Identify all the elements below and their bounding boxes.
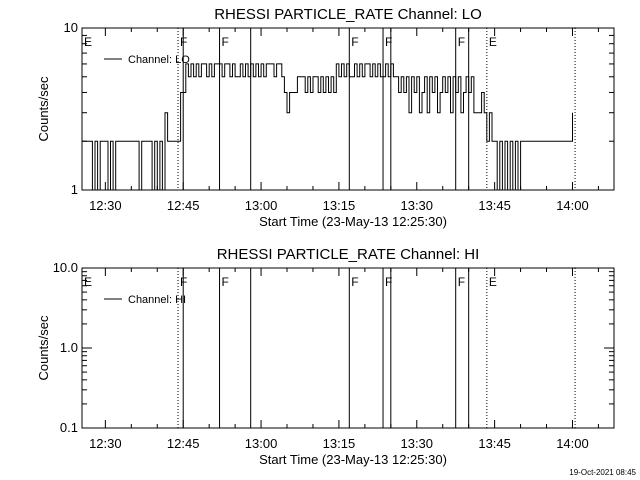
y-tick-label: 10.0	[53, 260, 78, 275]
x-tick-label: 13:15	[323, 198, 356, 213]
x-tick-label: 13:15	[323, 436, 356, 451]
x-tick-label: 13:45	[478, 198, 511, 213]
y-axis-label: Counts/sec	[36, 315, 51, 381]
x-tick-label: 13:00	[245, 198, 278, 213]
event-marker-label: F	[385, 275, 392, 289]
event-marker-label: F	[180, 35, 187, 49]
y-tick-label: 1.0	[60, 340, 78, 355]
x-axis-label: Start Time (23-May-13 12:25:30)	[259, 214, 447, 229]
x-tick-label: 12:45	[167, 436, 200, 451]
x-tick-label: 12:30	[89, 436, 122, 451]
event-marker-label: E	[84, 275, 92, 289]
x-tick-label: 13:30	[400, 436, 433, 451]
event-marker-label: F	[351, 275, 358, 289]
event-marker-label: F	[385, 35, 392, 49]
y-axis-label: Counts/sec	[36, 76, 51, 142]
event-marker-label: F	[180, 275, 187, 289]
x-tick-label: 14:00	[556, 198, 589, 213]
x-tick-label: 14:00	[556, 436, 589, 451]
event-marker-label: F	[222, 35, 229, 49]
x-tick-label: 13:45	[478, 436, 511, 451]
event-marker-label: E	[84, 35, 92, 49]
x-tick-label: 12:30	[89, 198, 122, 213]
event-marker-label: F	[458, 35, 465, 49]
event-marker-label: F	[222, 275, 229, 289]
panel-lo: RHESSI PARTICLE_RATE Channel: LO Start Ti…	[36, 6, 615, 229]
x-tick-label: 13:00	[245, 436, 278, 451]
x-tick-label: 13:30	[400, 198, 433, 213]
event-marker-label: E	[489, 35, 497, 49]
event-marker-label: E	[489, 275, 497, 289]
y-tick-label: 10	[64, 20, 78, 35]
x-axis-label: Start Time (23-May-13 12:25:30)	[259, 452, 447, 467]
event-marker-label: F	[351, 35, 358, 49]
plot-frame	[81, 267, 615, 429]
footer-timestamp: 19-Oct-2021 08:45	[569, 468, 636, 477]
event-marker-label: F	[458, 275, 465, 289]
legend-label: Channel: HI	[128, 294, 186, 306]
x-tick-label: 12:45	[167, 198, 200, 213]
plot-frame	[81, 27, 615, 191]
legend-label: Channel: LO	[128, 54, 190, 66]
chart-title: RHESSI PARTICLE_RATE Channel: HI	[217, 246, 480, 263]
y-tick-label: 0.1	[60, 420, 78, 435]
y-tick-label: 1	[71, 182, 78, 197]
panel-hi: RHESSI PARTICLE_RATE Channel: HI Start Ti…	[36, 246, 615, 467]
series-line	[82, 63, 573, 191]
chart-title: RHESSI PARTICLE_RATE Channel: LO	[214, 6, 482, 23]
